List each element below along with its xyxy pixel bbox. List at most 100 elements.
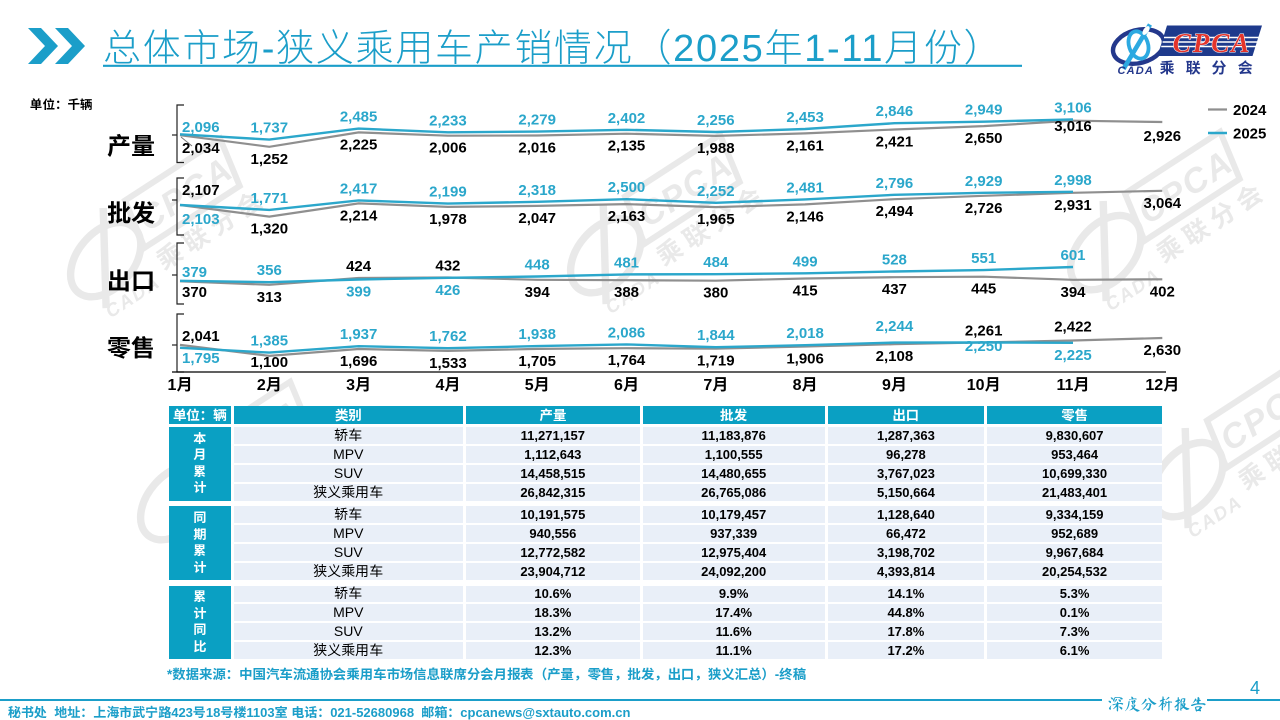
svg-text:601: 601	[1060, 247, 1085, 264]
svg-text:产量: 产量	[107, 134, 155, 161]
svg-text:1,988: 1,988	[697, 140, 735, 157]
svg-text:5月: 5月	[525, 377, 550, 394]
svg-text:499: 499	[793, 253, 818, 270]
svg-text:379: 379	[182, 264, 207, 281]
svg-text:1,719: 1,719	[697, 353, 735, 370]
svg-text:3月: 3月	[346, 377, 371, 394]
svg-text:424: 424	[346, 258, 372, 275]
svg-text:415: 415	[793, 283, 818, 300]
svg-text:2,500: 2,500	[608, 179, 646, 196]
svg-text:551: 551	[971, 250, 996, 267]
svg-text:2,279: 2,279	[518, 112, 556, 129]
svg-text:2,931: 2,931	[1054, 197, 1092, 214]
svg-text:426: 426	[435, 282, 460, 299]
svg-text:2,421: 2,421	[876, 134, 914, 151]
svg-text:388: 388	[614, 284, 639, 301]
svg-text:445: 445	[971, 281, 996, 298]
svg-text:2,256: 2,256	[697, 112, 735, 129]
svg-text:7月: 7月	[703, 377, 728, 394]
svg-text:1,100: 1,100	[251, 354, 289, 371]
svg-text:3,106: 3,106	[1054, 99, 1092, 116]
svg-text:528: 528	[882, 252, 907, 269]
svg-text:2,146: 2,146	[786, 208, 824, 225]
svg-text:1,533: 1,533	[429, 355, 467, 372]
svg-text:3,064: 3,064	[1144, 195, 1182, 212]
svg-text:1,906: 1,906	[786, 351, 824, 368]
svg-text:3,016: 3,016	[1054, 118, 1092, 135]
svg-text:380: 380	[703, 285, 728, 302]
svg-text:CADA: CADA	[1183, 491, 1246, 542]
svg-text:2024: 2024	[1233, 102, 1267, 119]
svg-text:481: 481	[614, 254, 639, 271]
svg-text:1,965: 1,965	[697, 211, 735, 228]
svg-text:批发: 批发	[107, 201, 155, 228]
svg-text:2,453: 2,453	[786, 109, 824, 126]
svg-text:2025: 2025	[1233, 126, 1266, 143]
svg-text:484: 484	[703, 254, 729, 271]
svg-text:1,771: 1,771	[251, 190, 289, 207]
svg-text:2,244: 2,244	[876, 318, 914, 335]
svg-text:1,737: 1,737	[251, 120, 289, 137]
svg-text:12月: 12月	[1145, 377, 1179, 394]
svg-text:2,998: 2,998	[1054, 172, 1092, 189]
svg-text:2,047: 2,047	[518, 210, 556, 227]
svg-text:2,041: 2,041	[182, 328, 220, 345]
svg-text:2,214: 2,214	[340, 207, 378, 224]
svg-text:2,034: 2,034	[182, 140, 220, 157]
svg-text:2,016: 2,016	[518, 140, 556, 157]
svg-text:2,796: 2,796	[876, 175, 914, 192]
svg-text:2,417: 2,417	[340, 180, 378, 197]
svg-text:11月: 11月	[1057, 377, 1090, 394]
svg-text:2,225: 2,225	[340, 136, 378, 153]
svg-text:出口: 出口	[107, 269, 155, 296]
svg-text:370: 370	[182, 284, 207, 301]
svg-text:乘联分会: 乘联分会	[1160, 60, 1264, 77]
svg-text:2,006: 2,006	[429, 140, 467, 157]
svg-text:2,161: 2,161	[786, 137, 824, 154]
svg-text:2,103: 2,103	[182, 211, 220, 228]
svg-text:1,764: 1,764	[608, 352, 646, 369]
svg-text:2,018: 2,018	[786, 325, 824, 342]
svg-text:1,696: 1,696	[340, 353, 378, 370]
svg-text:2,096: 2,096	[182, 119, 220, 136]
svg-text:356: 356	[257, 262, 282, 279]
svg-text:9月: 9月	[882, 377, 907, 394]
svg-text:1,795: 1,795	[182, 350, 220, 367]
svg-text:2,250: 2,250	[965, 338, 1003, 355]
svg-text:总体市场-狭义乘用车产销情况（2025年1-11月份）: 总体市场-狭义乘用车产销情况（2025年1-11月份）	[103, 28, 1003, 70]
svg-text:2,086: 2,086	[608, 324, 646, 341]
svg-text:4月: 4月	[435, 377, 460, 394]
svg-text:1,978: 1,978	[429, 211, 467, 228]
svg-text:2,630: 2,630	[1144, 342, 1182, 359]
svg-text:2月: 2月	[257, 377, 282, 394]
svg-text:394: 394	[525, 284, 551, 301]
svg-text:零售: 零售	[107, 336, 155, 363]
svg-text:8月: 8月	[793, 377, 818, 394]
svg-text:1,938: 1,938	[518, 326, 556, 343]
svg-text:313: 313	[257, 289, 282, 306]
svg-text:2,108: 2,108	[876, 348, 914, 365]
svg-text:CADA: CADA	[1118, 65, 1155, 77]
svg-text:2,318: 2,318	[518, 182, 556, 199]
svg-text:2,199: 2,199	[429, 184, 467, 201]
svg-text:6月: 6月	[614, 377, 639, 394]
svg-text:2,135: 2,135	[608, 138, 646, 155]
svg-text:1,252: 1,252	[251, 151, 289, 168]
svg-text:2,422: 2,422	[1054, 319, 1092, 336]
svg-text:448: 448	[525, 257, 550, 274]
svg-text:1月: 1月	[168, 377, 193, 394]
svg-text:1,385: 1,385	[251, 333, 289, 350]
svg-text:402: 402	[1150, 283, 1175, 300]
svg-text:CPCA: CPCA	[1173, 28, 1252, 58]
svg-text:2,949: 2,949	[965, 102, 1003, 119]
svg-text:1,844: 1,844	[697, 327, 735, 344]
svg-text:2,726: 2,726	[965, 200, 1003, 217]
svg-text:432: 432	[435, 258, 460, 275]
svg-text:2,650: 2,650	[965, 130, 1003, 147]
svg-text:394: 394	[1060, 284, 1086, 301]
svg-text:2,225: 2,225	[1054, 347, 1092, 364]
svg-text:2,402: 2,402	[608, 110, 646, 127]
svg-text:2,107: 2,107	[182, 182, 220, 199]
svg-text:2,252: 2,252	[697, 183, 735, 200]
svg-text:1,705: 1,705	[518, 353, 556, 370]
